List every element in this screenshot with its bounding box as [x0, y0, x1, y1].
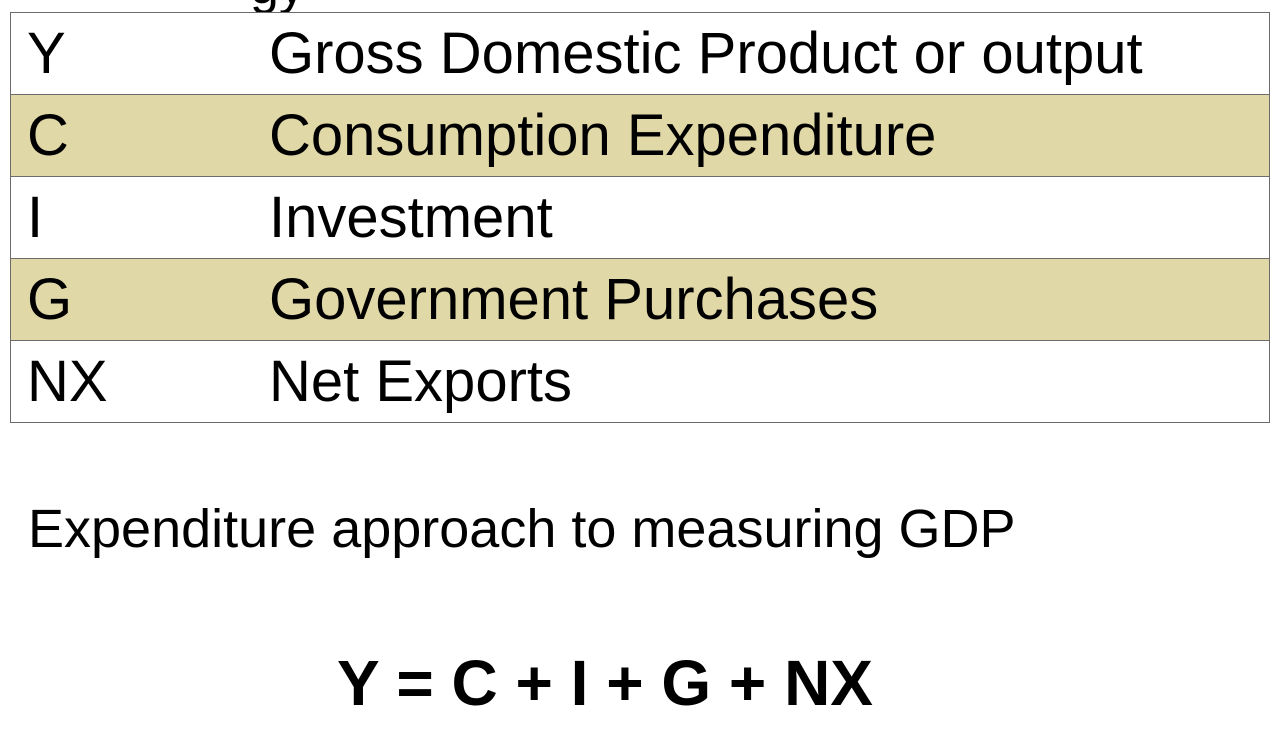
- definition-cell: Net Exports: [253, 340, 1270, 423]
- symbol-cell: I: [10, 176, 253, 259]
- table-row-c: C Consumption Expenditure: [10, 94, 1270, 177]
- table-row-y: Y Gross Domestic Product or output: [10, 12, 1270, 95]
- variables-table: Y Gross Domestic Product or output C Con…: [10, 12, 1270, 423]
- symbol-cell: Y: [10, 12, 253, 95]
- symbol-cell: G: [10, 258, 253, 341]
- clipped-heading-fragment: gy: [10, 0, 1270, 12]
- table-row-g: G Government Purchases: [10, 258, 1270, 341]
- symbol-cell: C: [10, 94, 253, 177]
- table-row-nx: NX Net Exports: [10, 340, 1270, 423]
- definition-cell: Investment: [253, 176, 1270, 259]
- gdp-equation: Y = C + I + G + NX: [337, 647, 873, 719]
- symbol-cell: NX: [10, 340, 253, 423]
- table-row-i: I Investment: [10, 176, 1270, 259]
- definition-cell: Government Purchases: [253, 258, 1270, 341]
- caption-text: Expenditure approach to measuring GDP: [28, 499, 1016, 559]
- definition-cell: Gross Domestic Product or output: [253, 12, 1270, 95]
- definition-cell: Consumption Expenditure: [253, 94, 1270, 177]
